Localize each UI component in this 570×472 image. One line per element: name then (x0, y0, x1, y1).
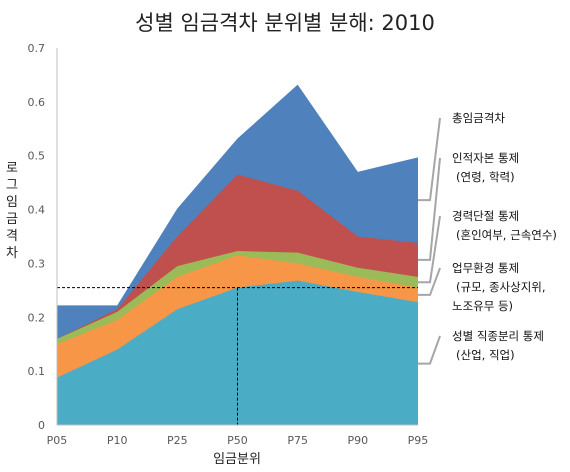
reference-lines (57, 287, 418, 425)
legend-label: (산업, 직업) (456, 348, 515, 362)
y-axis-title-char: 금 (6, 212, 18, 227)
y-tick-label: 0.1 (28, 365, 46, 378)
x-tick-label: P50 (227, 434, 248, 447)
y-tick-label: 0 (38, 419, 45, 432)
legend-leader-line (418, 117, 441, 202)
legend-label: (규모, 종사상지위, (456, 280, 546, 294)
legend-label: 노조유무 등) (452, 299, 513, 313)
x-tick-label: P75 (287, 434, 308, 447)
chart-title: 성별 임금격차 분위별 분해: 2010 (135, 11, 435, 35)
y-tick-labels: 0 0.1 0.2 0.3 0.4 0.5 0.6 0.7 (28, 42, 46, 432)
x-tick-label: P05 (47, 434, 68, 447)
x-tick-label: P10 (107, 434, 128, 447)
y-tick-label: 0.3 (28, 257, 46, 270)
x-tick-label: P25 (167, 434, 188, 447)
legend-label: 인적자본 통제 (452, 151, 519, 165)
legend-leader-line (418, 157, 441, 261)
axes (56, 48, 418, 426)
x-axis-title: 임금분위 (213, 452, 261, 467)
y-tick-label: 0.6 (28, 96, 46, 109)
y-tick-label: 0.5 (28, 150, 46, 163)
y-tick-label: 0.4 (28, 204, 46, 217)
y-tick-label: 0.7 (28, 42, 46, 55)
x-tick-label: P95 (408, 434, 429, 447)
x-tick-label: P90 (348, 434, 369, 447)
x-tick-labels: P05 P10 P25 P50 P75 P90 P95 (47, 434, 429, 447)
y-axis-title-char: 로 (6, 161, 18, 176)
legend-label: 성별 직종분리 통제 (452, 329, 544, 343)
legend-label: (연령, 학력) (456, 170, 515, 184)
y-axis-title-char: 차 (6, 246, 18, 261)
y-axis-title-char: 격 (6, 229, 18, 244)
legend-label: 총임금격차 (452, 111, 505, 125)
legend-label: 경력단절 통제 (452, 209, 519, 223)
y-tick-label: 0.2 (28, 311, 46, 324)
legend-leader-line (418, 215, 441, 284)
legend-leader-line (418, 335, 441, 365)
legend-leader-line (418, 267, 441, 296)
y-axis-title-char: 그 (6, 178, 18, 193)
legend-label: (혼인여부, 근속연수) (456, 228, 557, 242)
legend-label: 업무환경 통제 (452, 261, 519, 275)
y-axis-title-char: 임 (6, 195, 18, 210)
